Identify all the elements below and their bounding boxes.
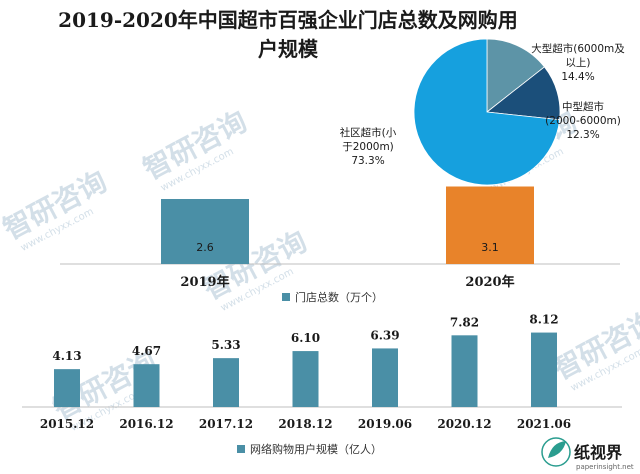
store-bar-2020年 — [446, 186, 534, 264]
brand-name: 纸视界 — [574, 443, 622, 462]
users-bar-value-label: 4.13 — [52, 349, 81, 363]
store-bar-value-label: 3.1 — [481, 241, 499, 254]
pie-slice-percent: 14.4% — [561, 71, 594, 83]
users-bar-2020.12 — [451, 335, 478, 407]
pie-slice-percent: 73.3% — [351, 155, 384, 167]
title-line-1: 2019-2020年中国超市百强企业门店总数及网购用 — [58, 8, 518, 32]
users-bar-value-label: 6.10 — [291, 331, 320, 345]
users-bar-value-label: 8.12 — [529, 313, 558, 327]
users-bar-value-label: 5.33 — [211, 338, 240, 352]
pie-slice-label: 以上) — [565, 57, 590, 69]
users-bar-2018.12 — [292, 351, 319, 407]
store-bar-2019年 — [161, 199, 249, 264]
users-x-tick-label: 2016.12 — [119, 417, 173, 431]
leaf-icon — [548, 441, 566, 458]
store-legend-swatch — [282, 293, 290, 301]
users-x-tick-label: 2018.12 — [278, 417, 332, 431]
users-x-tick-label: 2021.06 — [517, 417, 571, 431]
pie-slice-label: 中型超市 — [562, 100, 604, 113]
users-x-tick-label: 2017.12 — [199, 417, 253, 431]
pie-slice-label: 社区超市(小 — [340, 126, 397, 139]
users-bar-value-label: 6.39 — [370, 328, 399, 342]
title-line-2: 户规模 — [258, 37, 318, 61]
users-bar-2015.12 — [54, 369, 80, 407]
users-bar-2019.06 — [372, 348, 398, 407]
brand-circle — [541, 437, 571, 467]
store-x-tick-label: 2019年 — [180, 274, 229, 290]
users-bar-value-label: 4.67 — [132, 344, 161, 358]
pie-slice-percent: 12.3% — [566, 129, 599, 141]
pie-slice-label: (2000-6000m) — [545, 115, 621, 127]
pie-slice-1 — [486, 38, 545, 113]
users-bar-2016.12 — [133, 364, 160, 407]
store-bar-value-label: 2.6 — [196, 241, 214, 254]
store-legend-label: 门店总数（万个） — [295, 290, 383, 304]
store-x-tick-label: 2020年 — [465, 274, 514, 290]
users-bar-2017.12 — [213, 358, 239, 407]
chart-title: 2019-2020年中国超市百强企业门店总数及网购用 户规模 — [8, 6, 568, 64]
users-x-tick-label: 2015.12 — [40, 417, 94, 431]
brand-url: paperinsight.net — [576, 463, 634, 471]
users-legend-swatch — [237, 445, 245, 453]
users-x-tick-label: 2020.12 — [437, 417, 491, 431]
users-legend-label: 网络购物用户规模（亿人） — [250, 442, 382, 456]
pie-slice-label: 于2000m) — [342, 141, 394, 153]
pie-slice-label: 大型超市(6000m及 — [531, 42, 625, 55]
users-bar-2021.06 — [531, 332, 557, 407]
users-bar-value-label: 7.82 — [450, 315, 479, 329]
pie-slice-3 — [413, 38, 561, 186]
users-x-tick-label: 2019.06 — [358, 417, 412, 431]
